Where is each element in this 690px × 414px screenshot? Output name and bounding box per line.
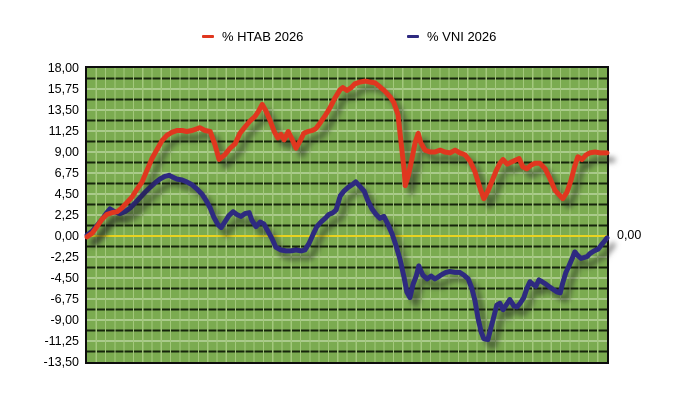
series-htab-line [84, 78, 610, 240]
y-tick-label: 0,00 [54, 228, 79, 243]
vni-series-swatch-icon [407, 34, 419, 38]
legend-entry-htab: % HTAB 2026 [202, 28, 304, 44]
plot-area [84, 66, 610, 364]
y-tick-label: -6,75 [50, 291, 80, 306]
y-tick-label: 6,75 [54, 165, 79, 180]
zero-value-label: 0,00 [617, 228, 642, 242]
y-tick-label: 15,75 [47, 81, 79, 96]
y-tick-label: -11,25 [44, 333, 79, 348]
y-tick-label: -9,00 [50, 312, 80, 327]
y-tick-label: -13,50 [43, 354, 79, 369]
series-vni-line [84, 172, 610, 343]
y-tick-label: 11,25 [48, 123, 79, 138]
y-tick-label: 2,25 [54, 207, 79, 222]
legend-entry-vni: % VNI 2026 [407, 28, 497, 44]
htab-series-swatch-icon [202, 34, 214, 38]
legend-label-htab: % HTAB 2026 [222, 28, 304, 44]
y-tick-label: 4,50 [54, 186, 79, 201]
y-tick-label: 13,50 [47, 102, 79, 117]
y-tick-label: 18,00 [47, 60, 79, 75]
y-tick-label: 9,00 [54, 144, 79, 159]
y-tick-label: -4,50 [50, 270, 80, 285]
y-tick-label: -2,25 [50, 249, 80, 264]
chart-canvas [84, 68, 610, 362]
legend-label-vni: % VNI 2026 [427, 28, 497, 44]
